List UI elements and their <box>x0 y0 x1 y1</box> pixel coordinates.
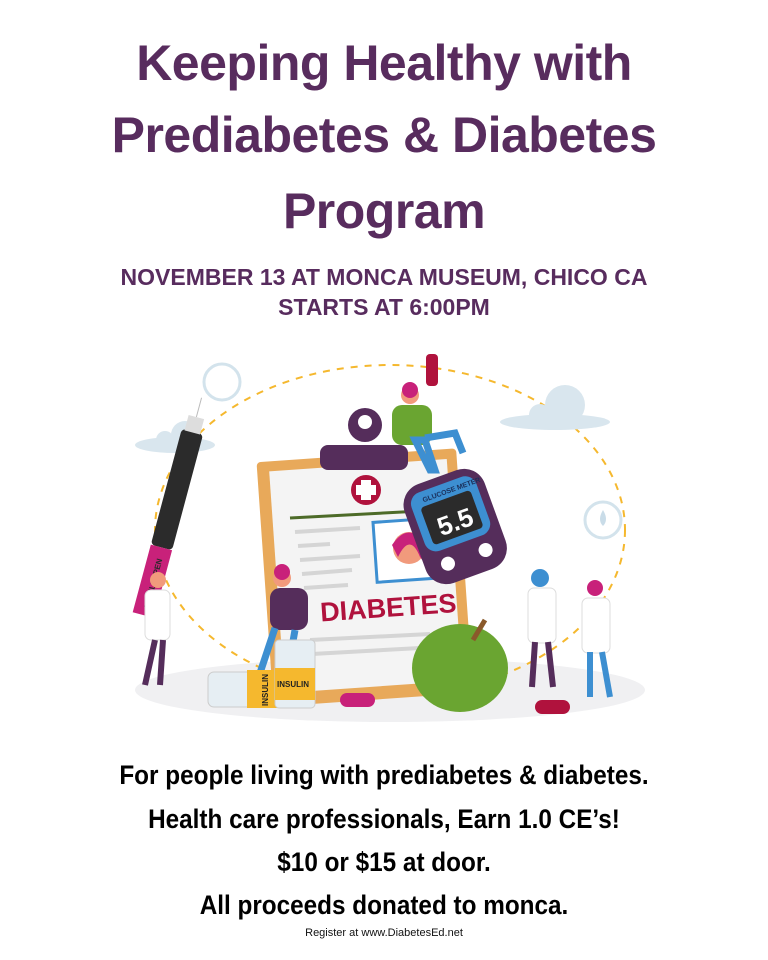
proceeds-text: All proceeds donated to monca. <box>199 890 569 920</box>
event-date-location: NOVEMBER 13 AT MONCA MUSEUM, CHICO CA <box>120 264 648 290</box>
ce-text: Health care professionals, Earn 1.0 CE’s… <box>148 804 620 834</box>
register-text: Register at www.DiabetesEd.net <box>305 927 463 939</box>
insulin-pen: INSULIN PEN <box>132 397 205 618</box>
event-time: STARTS AT 6:00PM <box>278 294 490 320</box>
vial-label-1: INSULIN <box>261 674 270 706</box>
title-line-3: Program <box>282 183 486 239</box>
vial-label-2: INSULIN <box>277 680 309 689</box>
green-apple <box>412 618 508 712</box>
glucose-meter: GLUCOSE METER 5.5 <box>403 468 507 585</box>
cloud-icon <box>500 385 610 430</box>
cloud-icon <box>135 421 215 453</box>
man-sitting <box>256 564 308 676</box>
price-text: $10 or $15 at door. <box>277 847 491 877</box>
test-tube-icon <box>202 362 242 402</box>
pills <box>340 693 570 714</box>
insulin-vials: INSULIN INSULIN <box>207 639 316 709</box>
title-line-2: Prediabetes & Diabetes <box>111 107 657 163</box>
title-line-1: Keeping Healthy with <box>136 35 632 91</box>
audience-text: For people living with prediabetes & dia… <box>119 760 649 790</box>
nurse-with-pen <box>142 572 171 686</box>
doctors <box>527 569 613 698</box>
diabetes-illustration: DIABETES GLUCOSE METER 5.5 INSULIN PEN I… <box>132 354 645 722</box>
person-cheering <box>392 354 467 474</box>
